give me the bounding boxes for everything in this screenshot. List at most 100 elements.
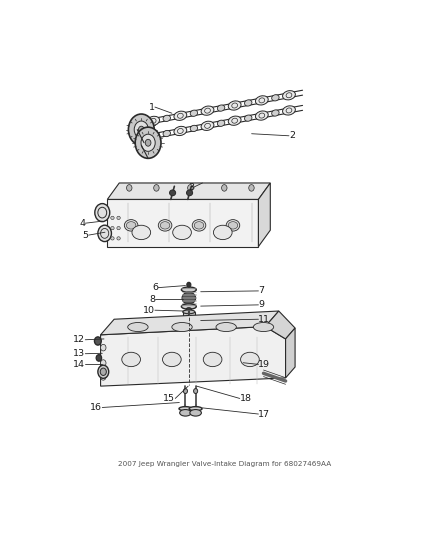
Ellipse shape	[213, 225, 232, 240]
Polygon shape	[107, 199, 258, 247]
Ellipse shape	[203, 352, 222, 367]
Ellipse shape	[187, 190, 193, 196]
Text: 4: 4	[79, 219, 85, 228]
Text: 18: 18	[240, 394, 252, 403]
Text: 7: 7	[258, 286, 265, 295]
Text: 11: 11	[258, 314, 270, 324]
Ellipse shape	[189, 407, 202, 411]
Text: 5: 5	[83, 231, 88, 240]
Circle shape	[101, 360, 106, 366]
Ellipse shape	[216, 322, 237, 332]
Ellipse shape	[226, 220, 240, 231]
Ellipse shape	[186, 308, 191, 312]
Ellipse shape	[162, 352, 181, 367]
Ellipse shape	[111, 227, 114, 230]
Polygon shape	[107, 183, 270, 199]
Ellipse shape	[117, 227, 120, 230]
Circle shape	[135, 127, 161, 158]
Ellipse shape	[170, 190, 176, 196]
Circle shape	[100, 368, 106, 375]
Circle shape	[95, 337, 101, 345]
Ellipse shape	[160, 222, 170, 229]
Text: 19: 19	[258, 360, 270, 369]
Polygon shape	[183, 312, 195, 322]
Ellipse shape	[182, 292, 196, 304]
Circle shape	[154, 184, 159, 191]
Text: 17: 17	[258, 409, 270, 418]
Ellipse shape	[124, 220, 138, 231]
Ellipse shape	[181, 287, 196, 293]
Circle shape	[249, 184, 254, 191]
Ellipse shape	[272, 110, 279, 116]
Ellipse shape	[163, 131, 170, 136]
Circle shape	[141, 134, 155, 151]
Ellipse shape	[127, 222, 136, 229]
Ellipse shape	[228, 116, 241, 125]
Text: 16: 16	[90, 403, 102, 412]
Ellipse shape	[192, 220, 206, 231]
Circle shape	[98, 225, 111, 241]
Text: 12: 12	[73, 335, 85, 344]
Ellipse shape	[158, 220, 172, 231]
Circle shape	[134, 121, 148, 138]
Ellipse shape	[163, 115, 170, 122]
Circle shape	[194, 389, 198, 393]
Text: 1: 1	[149, 102, 155, 111]
Ellipse shape	[173, 225, 191, 240]
Ellipse shape	[255, 111, 268, 120]
Ellipse shape	[283, 91, 295, 100]
Ellipse shape	[228, 222, 238, 229]
Ellipse shape	[201, 106, 214, 115]
Ellipse shape	[132, 225, 151, 240]
Circle shape	[184, 389, 187, 393]
Text: 8: 8	[149, 295, 155, 304]
Ellipse shape	[272, 95, 279, 101]
Ellipse shape	[111, 237, 114, 240]
Polygon shape	[101, 327, 286, 386]
Circle shape	[101, 374, 106, 380]
Text: 14: 14	[73, 360, 85, 369]
Ellipse shape	[117, 216, 120, 220]
Ellipse shape	[172, 322, 192, 332]
Ellipse shape	[244, 100, 252, 106]
Polygon shape	[258, 183, 270, 247]
Ellipse shape	[190, 110, 198, 116]
Ellipse shape	[122, 352, 141, 367]
Ellipse shape	[201, 121, 214, 131]
Circle shape	[96, 354, 102, 361]
Ellipse shape	[117, 237, 120, 240]
Circle shape	[187, 282, 191, 287]
Ellipse shape	[255, 96, 268, 105]
Circle shape	[145, 139, 151, 146]
Ellipse shape	[174, 111, 187, 120]
Text: 15: 15	[163, 394, 175, 403]
Ellipse shape	[228, 101, 241, 110]
Circle shape	[101, 344, 106, 351]
Ellipse shape	[217, 120, 225, 126]
Ellipse shape	[179, 407, 192, 411]
Circle shape	[222, 184, 227, 191]
Text: 2007 Jeep Wrangler Valve-Intake Diagram for 68027469AA: 2007 Jeep Wrangler Valve-Intake Diagram …	[118, 461, 331, 467]
Ellipse shape	[244, 115, 252, 121]
Ellipse shape	[190, 125, 198, 132]
Circle shape	[95, 204, 110, 222]
Ellipse shape	[190, 409, 201, 416]
Polygon shape	[265, 311, 295, 339]
Polygon shape	[101, 311, 279, 335]
Text: 9: 9	[258, 301, 265, 309]
Ellipse shape	[181, 304, 196, 309]
Ellipse shape	[283, 106, 295, 115]
Ellipse shape	[183, 310, 195, 314]
Ellipse shape	[147, 116, 159, 126]
Text: 6: 6	[152, 283, 158, 292]
Ellipse shape	[194, 222, 204, 229]
Circle shape	[98, 365, 109, 378]
Ellipse shape	[128, 322, 148, 332]
Circle shape	[128, 114, 154, 145]
Text: 2: 2	[289, 131, 295, 140]
Polygon shape	[286, 328, 295, 378]
Text: 13: 13	[73, 349, 85, 358]
Ellipse shape	[183, 321, 195, 325]
Ellipse shape	[111, 216, 114, 220]
Ellipse shape	[240, 352, 259, 367]
